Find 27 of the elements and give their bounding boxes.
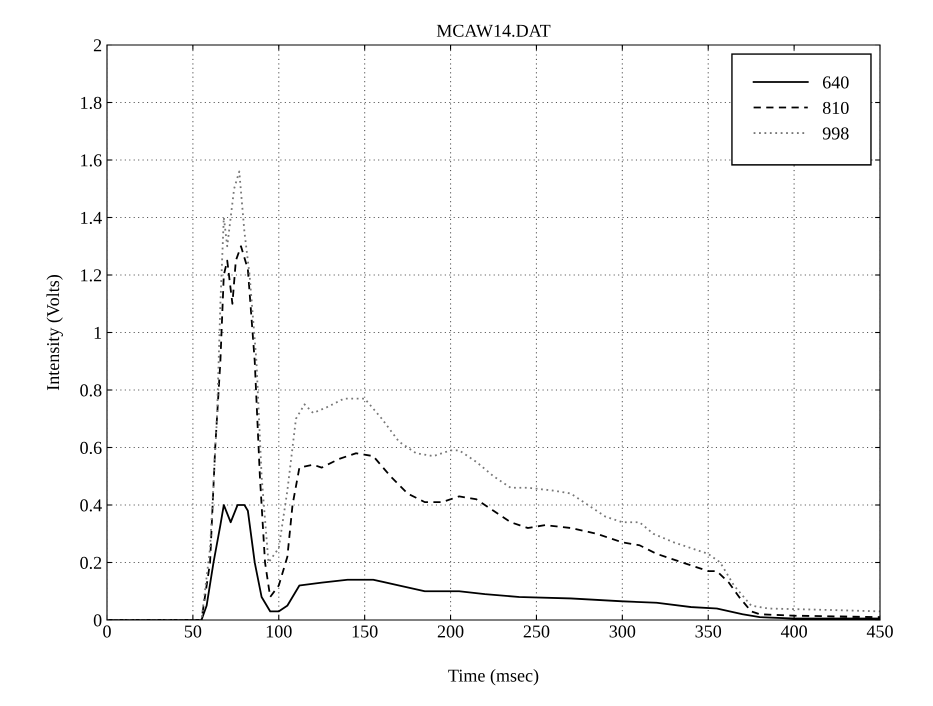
x-axis-title: Time (msec) [448,669,538,686]
x-tick-label: 0 [103,625,111,638]
x-tick-label: 200 [438,625,464,638]
chart-title: MCAW14.DAT [436,24,550,37]
y-tick-label: 1.6 [81,154,102,167]
legend-label: 810 [822,102,849,114]
x-tick-label: 250 [524,625,550,638]
y-tick-label: 1.4 [81,212,102,224]
legend-label: 640 [823,76,849,89]
y-tick-label: 0.8 [80,384,102,397]
x-tick-label: 400 [780,625,807,638]
x-tick-label: 150 [352,625,378,638]
x-tick-label: 100 [266,625,292,638]
x-tick-label: 50 [184,625,202,638]
y-axis-title: Intensity (Volts) [46,275,63,390]
y-tick-label: 0 [94,614,102,626]
y-tick-label: 0.6 [80,442,102,454]
y-tick-label: 0.2 [80,556,102,570]
y-tick-label: 1 [94,326,102,339]
x-tick-label: 450 [866,625,893,638]
y-tick-label: 0.4 [80,499,102,512]
x-tick-label: 350 [696,625,722,638]
y-tick-label: 2 [94,39,102,52]
y-tick-label: 1.2 [81,269,102,282]
y-tick-label: 1.8 [81,96,102,110]
x-tick-label: 300 [610,625,636,638]
legend-label: 998 [822,127,849,140]
